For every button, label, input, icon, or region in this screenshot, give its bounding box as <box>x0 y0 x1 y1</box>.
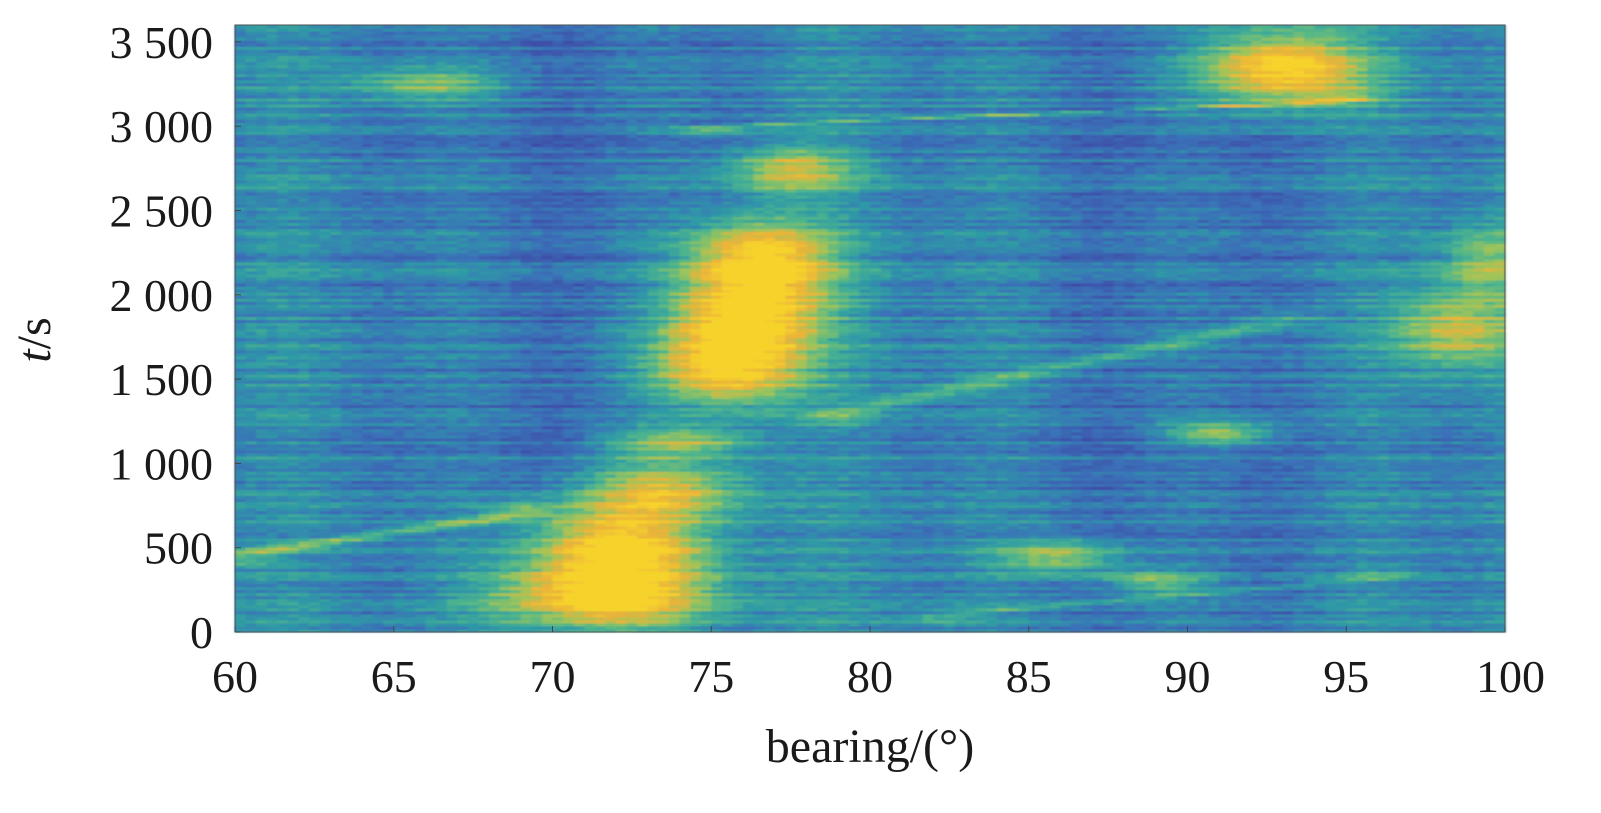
heatmap-cells <box>235 25 1506 633</box>
